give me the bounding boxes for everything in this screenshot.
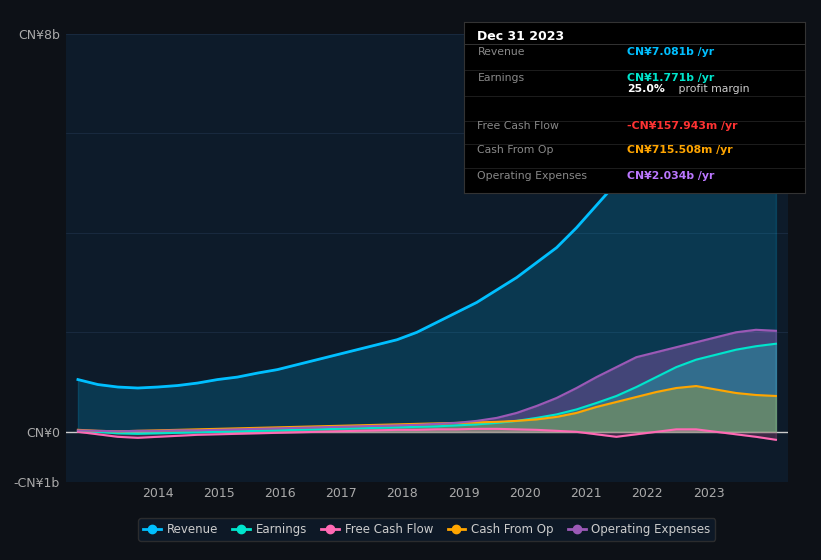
Text: CN¥2.034b /yr: CN¥2.034b /yr bbox=[627, 171, 715, 181]
Text: Cash From Op: Cash From Op bbox=[478, 146, 554, 155]
Text: Earnings: Earnings bbox=[478, 73, 525, 83]
Text: CN¥7.081b /yr: CN¥7.081b /yr bbox=[627, 47, 714, 57]
Text: Operating Expenses: Operating Expenses bbox=[478, 171, 588, 181]
Text: Revenue: Revenue bbox=[478, 47, 525, 57]
Legend: Revenue, Earnings, Free Cash Flow, Cash From Op, Operating Expenses: Revenue, Earnings, Free Cash Flow, Cash … bbox=[139, 518, 715, 540]
Text: Dec 31 2023: Dec 31 2023 bbox=[478, 30, 565, 43]
Text: CN¥715.508m /yr: CN¥715.508m /yr bbox=[627, 146, 733, 155]
Text: Free Cash Flow: Free Cash Flow bbox=[478, 120, 559, 130]
Text: -CN¥157.943m /yr: -CN¥157.943m /yr bbox=[627, 120, 738, 130]
Text: CN¥1.771b /yr: CN¥1.771b /yr bbox=[627, 73, 714, 83]
Text: profit margin: profit margin bbox=[675, 84, 750, 94]
Text: 25.0%: 25.0% bbox=[627, 84, 665, 94]
